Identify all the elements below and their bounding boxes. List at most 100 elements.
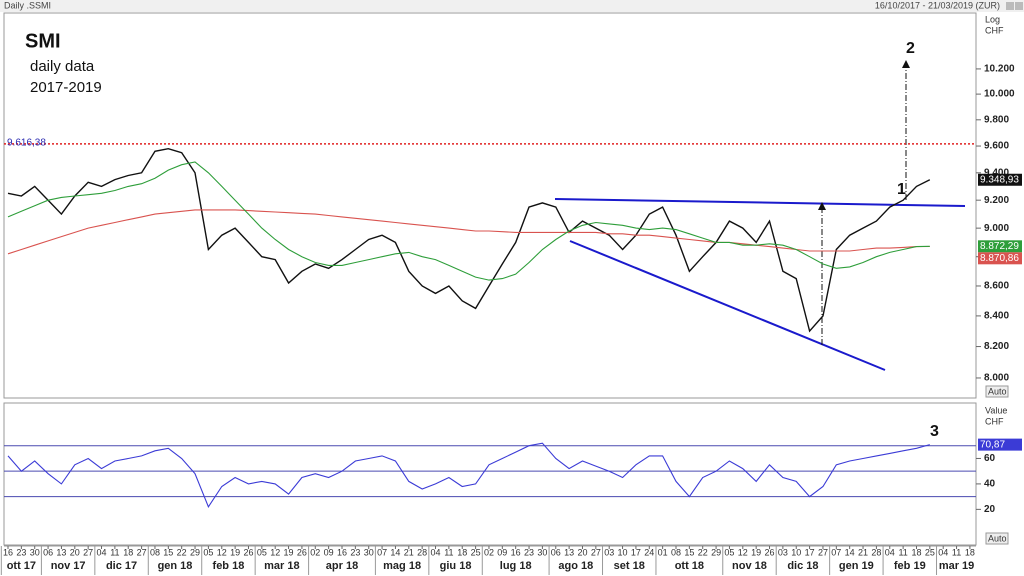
x-tick-label: 15 — [163, 547, 173, 557]
x-tick-label: 01 — [658, 547, 668, 557]
x-tick-label: 07 — [377, 547, 387, 557]
trend-line — [569, 240, 886, 371]
x-tick-label: 11 — [952, 547, 961, 557]
x-tick-label: 21 — [858, 547, 868, 557]
last-value-label: 70,87 — [980, 439, 1005, 450]
x-tick-label: 27 — [591, 547, 601, 557]
y-tick-label: 9.400 — [984, 167, 1009, 178]
month-label: dic 18 — [787, 560, 818, 572]
x-tick-label: 27 — [818, 547, 828, 557]
x-tick-label: 08 — [671, 547, 681, 557]
annotation: 3 — [930, 423, 939, 440]
y-tick-label: 10.200 — [984, 64, 1015, 75]
x-tick-label: 29 — [711, 547, 721, 557]
x-tick-label: 22 — [177, 547, 187, 557]
y-tick-label: 9.600 — [984, 141, 1009, 152]
x-tick-label: 18 — [911, 547, 921, 557]
x-tick-label: 18 — [457, 547, 467, 557]
x-tick-label: 12 — [738, 547, 748, 557]
x-tick-label: 19 — [751, 547, 761, 557]
month-label: mag 18 — [383, 560, 421, 572]
x-tick-label: 06 — [551, 547, 561, 557]
x-tick-label: 28 — [417, 547, 427, 557]
month-label: feb 19 — [894, 560, 926, 572]
y-tick-label: 10.000 — [984, 89, 1015, 100]
auto-button[interactable] — [985, 385, 1009, 398]
value-box — [978, 173, 1022, 186]
x-tick-label: 23 — [350, 547, 360, 557]
month-label: nov 18 — [732, 560, 767, 572]
auto-button-label[interactable]: Auto — [988, 533, 1007, 543]
x-tick-label: 25 — [471, 547, 481, 557]
value-box — [978, 252, 1022, 265]
window-button[interactable] — [1006, 2, 1014, 10]
last-value-label: 8.870,86 — [980, 253, 1019, 264]
annotation: 1 — [897, 181, 906, 198]
series-line — [7, 209, 930, 255]
x-tick-label: 19 — [284, 547, 294, 557]
x-tick-label: 16 — [511, 547, 521, 557]
month-label: ott 18 — [675, 560, 704, 572]
x-tick-label: 14 — [845, 547, 855, 557]
month-label: giu 18 — [440, 560, 472, 572]
x-tick-label: 30 — [30, 547, 40, 557]
arrow-head — [818, 202, 826, 210]
value-box — [978, 240, 1022, 253]
y-tick-label: 8.000 — [984, 373, 1009, 384]
value-box — [978, 438, 1022, 451]
x-tick-label: 04 — [885, 547, 895, 557]
auto-button[interactable] — [985, 532, 1009, 545]
x-tick-label: 18 — [965, 547, 975, 557]
x-tick-label: 03 — [778, 547, 788, 557]
annotation: 2 — [906, 40, 915, 57]
y-tick-label: 9.200 — [984, 195, 1009, 206]
x-tick-label: 15 — [684, 547, 694, 557]
axis-unit: Log — [985, 14, 1000, 24]
last-value-label: 8.872,29 — [980, 241, 1019, 252]
month-label: gen 19 — [839, 560, 874, 572]
x-tick-label: 10 — [618, 547, 628, 557]
x-tick-label: 14 — [390, 547, 400, 557]
x-tick-label: 19 — [230, 547, 240, 557]
month-label: dic 17 — [106, 560, 137, 572]
x-tick-label: 10 — [791, 547, 801, 557]
annotation: 2017-2019 — [30, 79, 102, 96]
x-tick-label: 06 — [43, 547, 53, 557]
series-line — [7, 442, 930, 508]
x-tick-label: 07 — [831, 547, 841, 557]
month-label: apr 18 — [326, 560, 358, 572]
x-tick-label: 20 — [70, 547, 80, 557]
trend-line — [554, 198, 966, 207]
x-tick-label: 17 — [631, 547, 641, 557]
x-tick-label: 21 — [404, 547, 414, 557]
x-tick-label: 05 — [724, 547, 734, 557]
x-tick-label: 13 — [564, 547, 574, 557]
x-tick-label: 16 — [3, 547, 13, 557]
x-tick-label: 12 — [270, 547, 280, 557]
last-value-label: 9.348,93 — [980, 174, 1019, 185]
header-right: 16/10/2017 - 21/03/2019 (ZUR) — [875, 0, 1000, 10]
y-tick-label: 8.600 — [984, 281, 1009, 292]
window-button[interactable] — [1015, 2, 1023, 10]
month-label: set 18 — [614, 560, 645, 572]
x-tick-label: 05 — [203, 547, 213, 557]
y-tick-label: 20 — [984, 504, 996, 515]
x-tick-label: 09 — [324, 547, 334, 557]
x-tick-label: 27 — [83, 547, 93, 557]
header-left: Daily .SSMI — [4, 0, 51, 10]
x-tick-label: 22 — [698, 547, 708, 557]
header-bar — [0, 0, 1024, 12]
price-panel — [3, 12, 977, 399]
y-tick-label: 9.800 — [984, 114, 1009, 125]
x-tick-label: 25 — [925, 547, 935, 557]
month-label: feb 18 — [213, 560, 245, 572]
axis-unit: CHF — [985, 416, 1004, 426]
y-tick-label: 9.000 — [984, 223, 1009, 234]
axis-unit: Value — [985, 405, 1007, 415]
x-tick-label: 17 — [805, 547, 815, 557]
annotation: SMI — [25, 30, 61, 52]
reference-label: 9.616,38 — [7, 138, 46, 149]
auto-button-label[interactable]: Auto — [988, 386, 1007, 396]
month-label: gen 18 — [158, 560, 193, 572]
